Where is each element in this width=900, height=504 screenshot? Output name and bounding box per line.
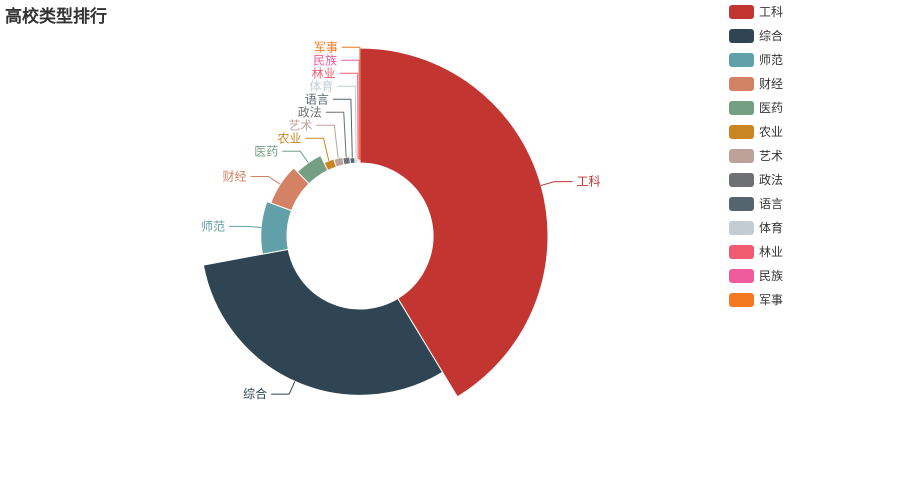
chart-title: 高校类型排行	[5, 2, 107, 27]
legend-item-9[interactable]: 体育	[729, 220, 783, 235]
legend-swatch	[729, 221, 754, 235]
leader-line-8	[333, 99, 352, 157]
legend-item-5[interactable]: 农业	[729, 125, 783, 139]
slice-label-5: 农业	[277, 131, 301, 145]
legend-label: 师范	[759, 53, 783, 67]
legend-swatch	[729, 197, 754, 211]
leader-line-3	[251, 177, 281, 185]
legend-label: 体育	[759, 220, 783, 235]
legend-item-6[interactable]: 艺术	[729, 149, 783, 163]
legend-item-12[interactable]: 军事	[729, 293, 783, 307]
legend-item-1[interactable]: 综合	[729, 28, 783, 43]
legend-swatch	[729, 125, 754, 139]
slice-label-7: 政法	[298, 105, 322, 119]
legend-label: 综合	[759, 28, 783, 43]
legend-item-0[interactable]: 工科	[729, 5, 783, 19]
slice-label-4: 医药	[254, 144, 278, 158]
legend-item-8[interactable]: 语言	[729, 197, 783, 211]
slice-label-0: 工科	[577, 175, 601, 189]
legend-label: 林业	[759, 245, 783, 259]
legend-label: 财经	[759, 77, 783, 91]
legend-item-4[interactable]: 医药	[729, 101, 783, 115]
legend-swatch	[729, 101, 754, 115]
legend-item-10[interactable]: 林业	[729, 245, 783, 259]
leader-line-11	[341, 60, 359, 159]
legend-swatch	[729, 77, 754, 91]
slice-1[interactable]	[203, 249, 442, 395]
legend-label: 艺术	[759, 149, 783, 163]
slice-label-2: 师范	[201, 219, 225, 233]
slice-label-8: 语言	[305, 92, 329, 106]
leader-line-1	[271, 381, 295, 394]
legend-swatch	[729, 269, 754, 283]
legend-swatch	[729, 245, 754, 259]
legend-swatch	[729, 5, 754, 19]
slice-label-6: 艺术	[288, 118, 312, 132]
legend-item-7[interactable]: 政法	[729, 173, 783, 187]
legend-swatch	[729, 293, 754, 307]
leader-line-2	[229, 226, 261, 227]
slice-label-11: 民族	[313, 53, 337, 67]
legend-label: 军事	[759, 293, 783, 307]
leader-line-9	[337, 86, 356, 158]
legend-label: 语言	[759, 197, 783, 211]
legend-swatch	[729, 29, 754, 43]
legend-item-11[interactable]: 民族	[729, 269, 783, 283]
leader-line-4	[282, 151, 308, 162]
legend-swatch	[729, 53, 754, 67]
slice-label-1: 综合	[243, 386, 267, 401]
legend-item-3[interactable]: 财经	[729, 77, 783, 91]
slice-label-9: 体育	[309, 78, 333, 93]
legend-label: 医药	[759, 101, 783, 115]
slice-label-3: 财经	[222, 170, 246, 184]
legend-swatch	[729, 173, 754, 187]
legend-label: 工科	[759, 5, 783, 19]
legend-swatch	[729, 149, 754, 163]
legend-label: 农业	[759, 125, 783, 139]
slices-layer	[203, 48, 548, 397]
leader-line-0	[541, 182, 572, 186]
legend-label: 民族	[759, 269, 783, 283]
legend-item-2[interactable]: 师范	[729, 53, 783, 67]
slice-label-12: 军事	[314, 40, 338, 54]
slice-label-10: 林业	[312, 66, 336, 80]
legend-label: 政法	[759, 173, 783, 187]
